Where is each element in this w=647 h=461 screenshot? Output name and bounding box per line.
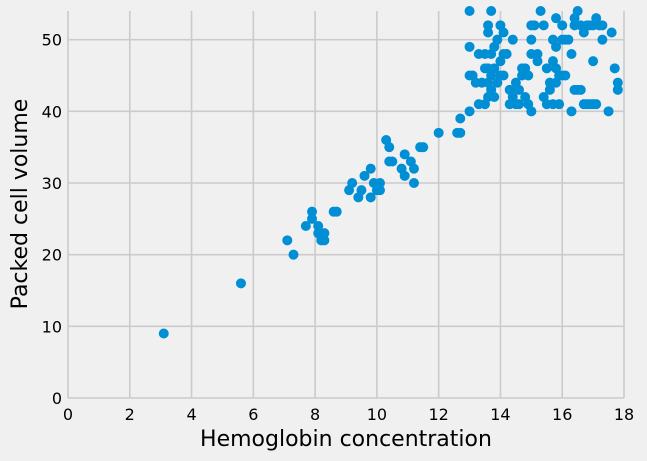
x-tick-label: 14 (490, 405, 510, 424)
scatter-point (603, 106, 614, 117)
y-tick-labels: 0 10 20 30 40 50 (42, 31, 62, 408)
scatter-point (433, 127, 444, 138)
scatter-point (483, 27, 494, 38)
scatter-point (374, 178, 385, 188)
y-tick-label: 30 (42, 174, 62, 193)
scatter-point (529, 20, 540, 31)
scatter-point (307, 213, 318, 224)
scatter-point (486, 6, 497, 16)
scatter-point (399, 149, 410, 160)
scatter-point (597, 34, 608, 45)
scatter-point (464, 41, 475, 52)
y-tick-label: 10 (42, 317, 62, 336)
scatter-point (551, 13, 562, 24)
scatter-point (399, 170, 410, 181)
x-tick-label: 8 (310, 405, 320, 424)
scatter-point (498, 70, 509, 81)
scatter-point (408, 178, 419, 188)
scatter-point (501, 49, 512, 59)
scatter-point (591, 99, 602, 110)
scatter-point (455, 127, 466, 138)
x-tick-label: 10 (367, 405, 387, 424)
scatter-point (513, 99, 524, 110)
scatter-point (489, 63, 500, 74)
scatter-point (498, 27, 509, 38)
scatter-point (507, 34, 518, 45)
scatter-point (374, 185, 385, 196)
scatter-point (612, 77, 623, 88)
scatter-point (455, 113, 466, 124)
scatter-point (464, 106, 475, 117)
scatter-point (563, 34, 574, 45)
scatter-point (307, 206, 318, 217)
scatter-point (535, 6, 546, 16)
scatter-point (612, 84, 623, 95)
y-tick-label: 40 (42, 102, 62, 121)
x-tick-label: 2 (125, 405, 135, 424)
scatter-point (331, 206, 342, 217)
scatter-point (319, 228, 330, 239)
scatter-point (408, 163, 419, 174)
scatter-point (560, 70, 571, 81)
scatter-point (347, 178, 358, 188)
scatter-point (464, 6, 475, 16)
x-tick-label: 18 (614, 405, 634, 424)
scatter-point (288, 249, 299, 260)
scatter-point (588, 56, 599, 67)
y-tick-label: 50 (42, 31, 62, 50)
scatter-point (359, 170, 370, 181)
scatter-point (541, 63, 552, 74)
scatter-point (551, 41, 562, 52)
scatter-point (158, 328, 169, 339)
scatter-point (566, 106, 577, 117)
scatter-point (554, 99, 565, 110)
x-tick-labels: 0 2 4 6 8 10 12 14 16 18 (63, 405, 634, 424)
scatter-point (319, 235, 330, 246)
scatter-point (387, 156, 398, 167)
x-tick-label: 16 (552, 405, 572, 424)
scatter-point (418, 142, 429, 153)
y-axis-label: Packed cell volume (8, 99, 33, 310)
scatter-point (483, 20, 494, 31)
scatter-point (557, 20, 568, 31)
y-tick-label: 20 (42, 246, 62, 265)
scatter-point (523, 70, 534, 81)
scatter-point (365, 192, 376, 203)
scatter-point (282, 235, 293, 246)
scatter-point (532, 56, 543, 67)
scatter-point (597, 20, 608, 31)
x-tick-label: 0 (63, 405, 73, 424)
y-tick-label: 0 (52, 389, 62, 408)
scatter-point (356, 185, 367, 196)
x-tick-label: 4 (186, 405, 196, 424)
scatter-point (609, 63, 620, 74)
x-tick-label: 12 (428, 405, 448, 424)
scatter-point (489, 92, 500, 102)
scatter-point (235, 278, 246, 289)
scatter-point (313, 221, 324, 231)
scatter-point (526, 106, 537, 117)
scatter-point (384, 142, 395, 153)
scatter-point (538, 20, 549, 31)
scatter-point (532, 49, 543, 59)
scatter-point (492, 34, 503, 45)
scatter-point (566, 49, 577, 59)
scatter-point (365, 163, 376, 174)
data-points (158, 6, 623, 339)
scatter-point (572, 6, 583, 16)
scatter-point (606, 27, 617, 38)
x-axis-label: Hemoglobin concentration (200, 427, 492, 452)
scatter-point (526, 34, 537, 45)
scatter-point (575, 84, 586, 95)
scatter-point (544, 84, 555, 95)
scatter-point (513, 84, 524, 95)
scatter-point (300, 221, 311, 231)
x-tick-label: 6 (248, 405, 258, 424)
